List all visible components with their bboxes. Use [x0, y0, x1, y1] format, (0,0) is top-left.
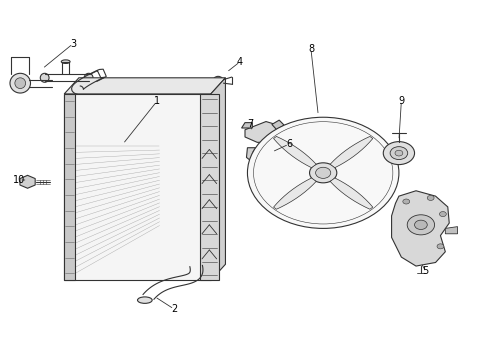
- Ellipse shape: [40, 73, 49, 82]
- Text: 5: 5: [423, 266, 429, 276]
- Polygon shape: [273, 178, 316, 209]
- Circle shape: [427, 195, 434, 201]
- Ellipse shape: [216, 79, 220, 84]
- Text: 2: 2: [171, 304, 177, 314]
- Ellipse shape: [61, 60, 70, 63]
- Polygon shape: [64, 94, 75, 280]
- Text: 9: 9: [398, 96, 404, 106]
- Circle shape: [403, 199, 410, 204]
- Polygon shape: [330, 136, 373, 168]
- Text: 1: 1: [154, 96, 160, 106]
- Ellipse shape: [10, 73, 30, 93]
- Text: 10: 10: [13, 175, 25, 185]
- Polygon shape: [64, 94, 211, 280]
- Polygon shape: [330, 178, 373, 209]
- Polygon shape: [242, 123, 252, 128]
- Circle shape: [415, 220, 427, 229]
- Circle shape: [259, 150, 269, 157]
- Polygon shape: [211, 78, 225, 280]
- Polygon shape: [200, 94, 219, 280]
- Circle shape: [390, 147, 408, 159]
- Circle shape: [310, 163, 337, 183]
- Text: 3: 3: [70, 39, 76, 49]
- Ellipse shape: [315, 169, 332, 177]
- Text: 8: 8: [308, 44, 314, 54]
- Polygon shape: [64, 78, 225, 94]
- Polygon shape: [273, 136, 316, 168]
- Circle shape: [316, 167, 331, 179]
- Circle shape: [253, 146, 274, 162]
- Polygon shape: [20, 175, 35, 188]
- Text: 4: 4: [237, 57, 243, 67]
- Polygon shape: [245, 122, 282, 142]
- Ellipse shape: [213, 76, 223, 86]
- Circle shape: [437, 244, 444, 249]
- Text: 6: 6: [286, 139, 292, 149]
- Polygon shape: [445, 226, 458, 234]
- Ellipse shape: [84, 73, 93, 82]
- Polygon shape: [392, 191, 449, 266]
- Polygon shape: [246, 148, 281, 164]
- Circle shape: [383, 141, 415, 165]
- Ellipse shape: [15, 78, 25, 89]
- Circle shape: [440, 212, 446, 217]
- Polygon shape: [272, 120, 284, 130]
- Circle shape: [407, 215, 435, 235]
- Circle shape: [395, 150, 403, 156]
- Ellipse shape: [138, 297, 152, 303]
- Circle shape: [247, 117, 399, 228]
- Text: 7: 7: [247, 120, 253, 129]
